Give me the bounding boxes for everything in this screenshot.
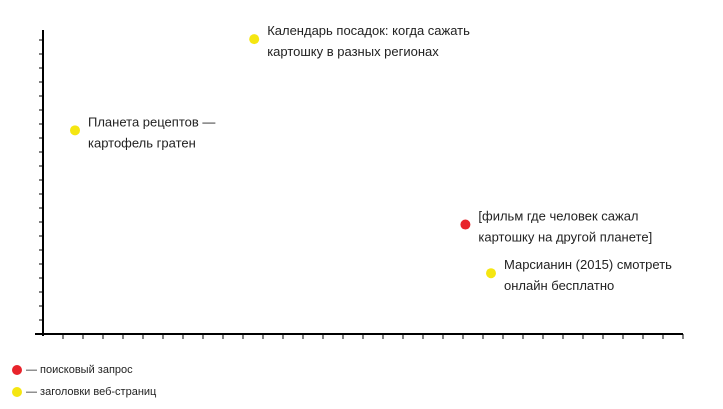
data-point <box>460 219 471 230</box>
data-point-label-line: [фильм где человек сажал <box>478 209 638 224</box>
legend-item-pages: — заголовки веб-страниц <box>12 386 156 398</box>
data-point-label-line: Календарь посадок: когда сажать <box>267 23 470 38</box>
data-point-label-line: Планета рецептов — <box>88 114 215 129</box>
data-point-label-line: Марсианин (2015) смотреть <box>504 257 672 272</box>
data-point-label-line: картошку на другой планете] <box>478 230 652 245</box>
chart-axes <box>35 30 684 339</box>
legend-pages-marker <box>12 387 22 397</box>
data-point-label-line: картошку в разных регионах <box>267 44 439 59</box>
legend-query-label: — поисковый запрос <box>26 364 133 376</box>
data-point-label: [фильм где человек сажал картошку на друг… <box>478 209 652 245</box>
data-point-label: Календарь посадок: когда сажать картошку … <box>267 23 470 59</box>
data-point <box>70 125 80 136</box>
legend-pages-label: — заголовки веб-страниц <box>26 386 157 398</box>
data-point <box>249 34 260 45</box>
chart-marks: [фильм где человек сажал картошку на друг… <box>70 23 672 293</box>
data-point-label-line: онлайн бесплатно <box>504 278 614 293</box>
data-point <box>486 268 496 279</box>
data-point-label: Марсианин (2015) смотреть онлайн бесплатн… <box>504 257 672 293</box>
data-point-label: Планета рецептов — картофель гратен <box>88 114 215 150</box>
legend-query-marker <box>12 365 22 375</box>
data-point-label-line: картофель гратен <box>88 135 196 150</box>
legend-item-query: — поисковый запрос <box>12 364 133 376</box>
